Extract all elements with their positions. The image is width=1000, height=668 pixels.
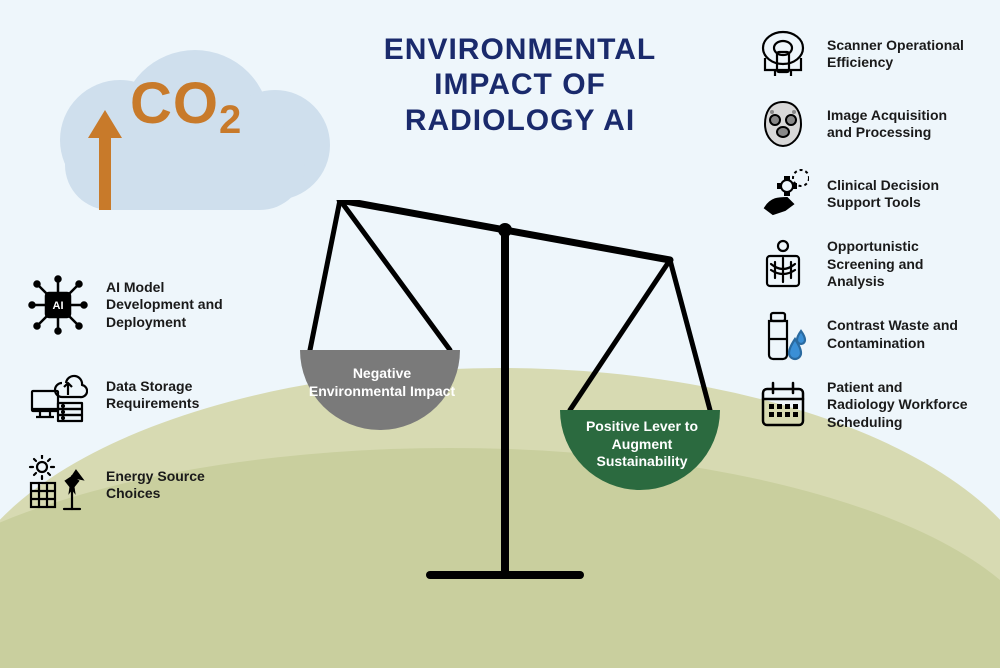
main-title: ENVIRONMENTAL IMPACT OF RADIOLOGY AI bbox=[320, 32, 720, 138]
contrast-waste-icon bbox=[757, 309, 809, 361]
screening-icon bbox=[757, 238, 809, 290]
data-storage-icon bbox=[28, 365, 88, 425]
list-item-label: Opportunistic Screening and Analysis bbox=[827, 238, 972, 291]
positive-pan-label: Positive Lever to Augment Sustainability bbox=[567, 418, 717, 471]
negative-factors-list: AI AI Model Development and Deployment bbox=[28, 275, 251, 515]
list-item-label: Scanner Operational Efficiency bbox=[827, 37, 972, 72]
co2-label: CO2 bbox=[130, 70, 242, 137]
energy-source-icon bbox=[28, 455, 88, 515]
co2-sub: 2 bbox=[219, 98, 242, 142]
list-item: Patient and Radiology Workforce Scheduli… bbox=[757, 379, 972, 432]
positive-factors-list: Scanner Operational Efficiency Image Acq… bbox=[757, 28, 972, 431]
list-item-label: Energy Source Choices bbox=[106, 468, 251, 503]
balance-scale: Negative Environmental Impact Positive L… bbox=[285, 200, 725, 580]
list-item-label: Image Acquisition and Processing bbox=[827, 107, 972, 142]
list-item: AI AI Model Development and Deployment bbox=[28, 275, 251, 335]
list-item: Data Storage Requirements bbox=[28, 365, 251, 425]
svg-text:AI: AI bbox=[53, 300, 64, 312]
list-item-label: AI Model Development and Deployment bbox=[106, 279, 251, 332]
scheduling-icon bbox=[757, 379, 809, 431]
list-item: Scanner Operational Efficiency bbox=[757, 28, 972, 80]
title-line-1: ENVIRONMENTAL bbox=[320, 32, 720, 67]
list-item: Clinical Decision Support Tools bbox=[757, 168, 972, 220]
list-item: Image Acquisition and Processing bbox=[757, 98, 972, 150]
brain-slice-icon bbox=[757, 98, 809, 150]
list-item-label: Patient and Radiology Workforce Scheduli… bbox=[827, 379, 972, 432]
decision-support-icon bbox=[757, 168, 809, 220]
up-arrow-icon bbox=[88, 110, 122, 210]
list-item: Contrast Waste and Contamination bbox=[757, 309, 972, 361]
negative-pan-label: Negative Environmental Impact bbox=[307, 365, 457, 400]
list-item-label: Contrast Waste and Contamination bbox=[827, 317, 972, 352]
list-item: Energy Source Choices bbox=[28, 455, 251, 515]
list-item-label: Clinical Decision Support Tools bbox=[827, 177, 972, 212]
title-line-2: IMPACT OF bbox=[320, 67, 720, 102]
co2-prefix: CO bbox=[130, 71, 219, 136]
list-item: Opportunistic Screening and Analysis bbox=[757, 238, 972, 291]
list-item-label: Data Storage Requirements bbox=[106, 378, 251, 413]
title-line-3: RADIOLOGY AI bbox=[320, 103, 720, 138]
scanner-icon bbox=[757, 28, 809, 80]
ai-chip-icon: AI bbox=[28, 275, 88, 335]
